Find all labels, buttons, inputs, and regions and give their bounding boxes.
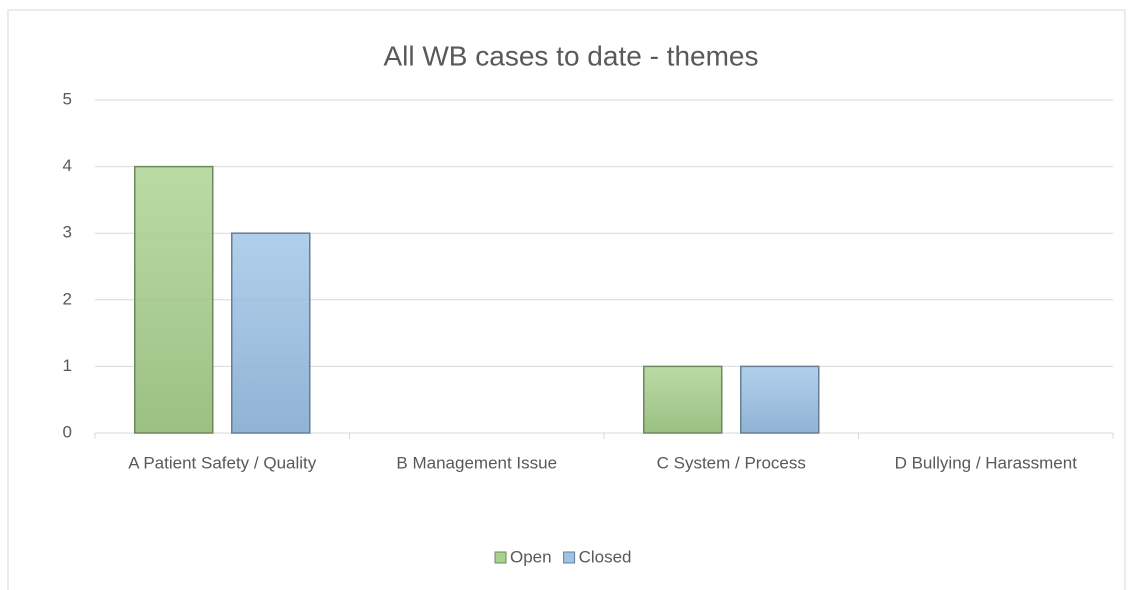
bar [643,365,723,434]
bar [134,165,214,434]
y-tick-label: 0 [63,422,72,441]
legend-swatch [494,551,507,564]
x-tick-label: A Patient Safety / Quality [128,453,317,472]
bar [740,365,820,434]
chart-title: All WB cases to date - themes [383,40,758,71]
y-tick-label: 5 [63,89,72,108]
bar [231,232,311,434]
y-tick-label: 1 [63,356,72,375]
x-tick-label: D Bullying / Harassment [895,453,1078,472]
x-tick-label: C System / Process [657,453,806,472]
y-tick-label: 4 [63,156,72,175]
y-tick-label: 2 [63,289,72,308]
legend-label: Open [510,547,552,566]
x-tick-label: B Management Issue [396,453,557,472]
y-tick-label: 3 [63,223,72,242]
legend-label: Closed [579,547,632,566]
legend-swatch [563,551,576,564]
